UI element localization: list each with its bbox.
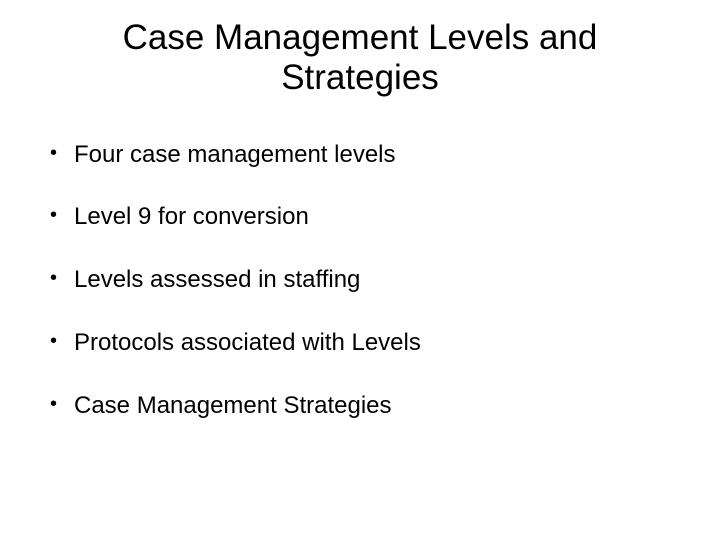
slide-container: Case Management Levels and Strategies Fo… xyxy=(0,0,720,540)
list-item: Level 9 for conversion xyxy=(48,203,680,232)
list-item: Case Management Strategies xyxy=(48,392,680,421)
bullet-list: Four case management levels Level 9 for … xyxy=(40,141,680,421)
slide-title: Case Management Levels and Strategies xyxy=(50,18,670,99)
list-item: Protocols associated with Levels xyxy=(48,329,680,358)
list-item: Four case management levels xyxy=(48,141,680,170)
list-item: Levels assessed in staffing xyxy=(48,266,680,295)
